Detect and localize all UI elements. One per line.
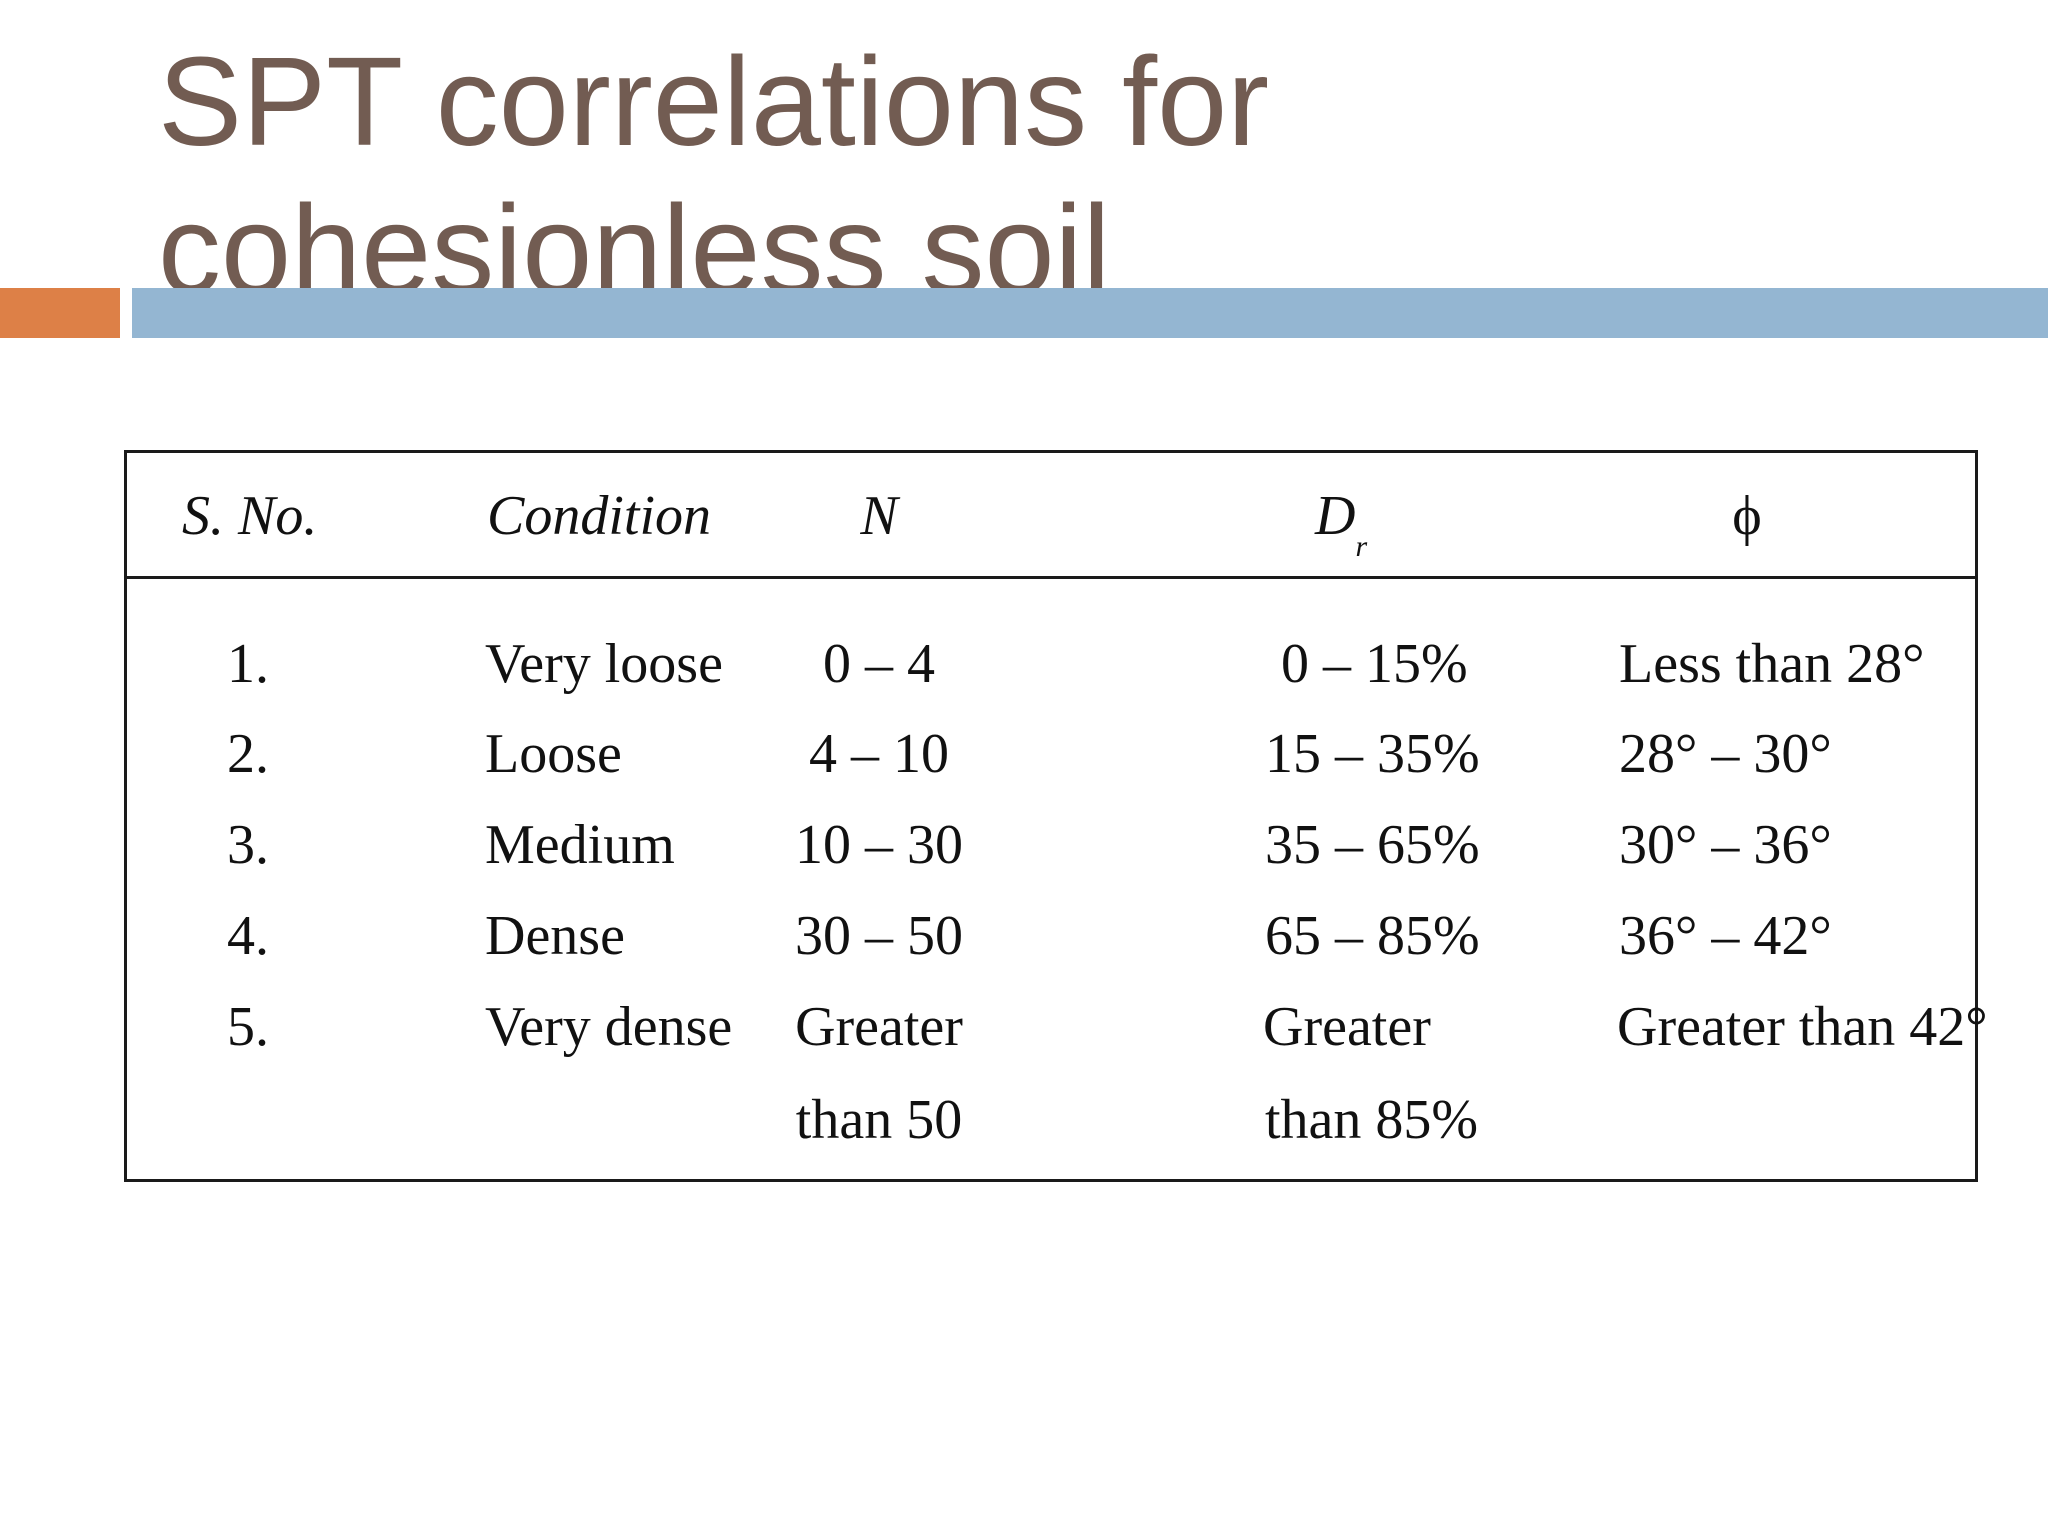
table-cell-sno-1: 1. (227, 633, 269, 695)
table-cell-condition-5: Very dense (485, 996, 733, 1058)
table-cell-n-5-continued: than 50 (795, 1089, 963, 1151)
table-cell-condition-3: Medium (485, 814, 675, 876)
header-dr-main: D (1315, 485, 1356, 547)
table-cell-phi-5: Greater than 42° (1617, 996, 1988, 1058)
table-cell-phi-1: Less than 28° (1619, 633, 1925, 695)
table-cell-sno-2: 2. (227, 723, 269, 785)
accent-bar-orange (0, 288, 120, 338)
table-cell-dr-2: 15 – 35% (1265, 723, 1480, 785)
table-cell-n-5: Greater (795, 996, 963, 1058)
table-cell-dr-4: 65 – 85% (1265, 905, 1480, 967)
table-cell-dr-3: 35 – 65% (1265, 814, 1480, 876)
table-cell-sno-4: 4. (227, 905, 269, 967)
slide-title: SPT correlations for cohesionless soil (158, 28, 1858, 324)
table-cell-sno-5: 5. (227, 996, 269, 1058)
table-cell-phi-3: 30° – 36° (1619, 814, 1832, 876)
table-cell-n-4: 30 – 50 (795, 905, 963, 967)
table-cell-n-3: 10 – 30 (795, 814, 963, 876)
header-condition: Condition (487, 485, 712, 547)
table-cell-dr-5-continued: than 85% (1265, 1089, 1479, 1151)
table-cell-phi-2: 28° – 30° (1619, 723, 1832, 785)
table-cell-n-2: 4 – 10 (809, 723, 949, 785)
table-cell-n-1: 0 – 4 (823, 633, 935, 695)
table-cell-phi-4: 36° – 42° (1619, 905, 1832, 967)
header-sno: S. No. (182, 485, 318, 547)
slide-title-line-1: SPT correlations for (158, 31, 1270, 172)
table-header-row: S. No. Condition N Dr ϕ (127, 453, 1975, 579)
header-phi: ϕ (1732, 485, 1762, 547)
table-cell-dr-1: 0 – 15% (1281, 633, 1468, 695)
header-n: N (860, 485, 898, 547)
header-dr: Dr (1315, 471, 1367, 592)
table-cell-sno-3: 3. (227, 814, 269, 876)
table-cell-condition-4: Dense (485, 905, 625, 967)
header-dr-subscript: r (1355, 530, 1368, 563)
table-cell-condition-1: Very loose (485, 633, 723, 695)
table-cell-dr-5: Greater (1263, 996, 1431, 1058)
table-cell-condition-2: Loose (485, 723, 622, 785)
spt-correlation-table: S. No. Condition N Dr ϕ 1. Very loose 0 … (124, 450, 1988, 1182)
accent-bar-blue (132, 288, 2048, 338)
